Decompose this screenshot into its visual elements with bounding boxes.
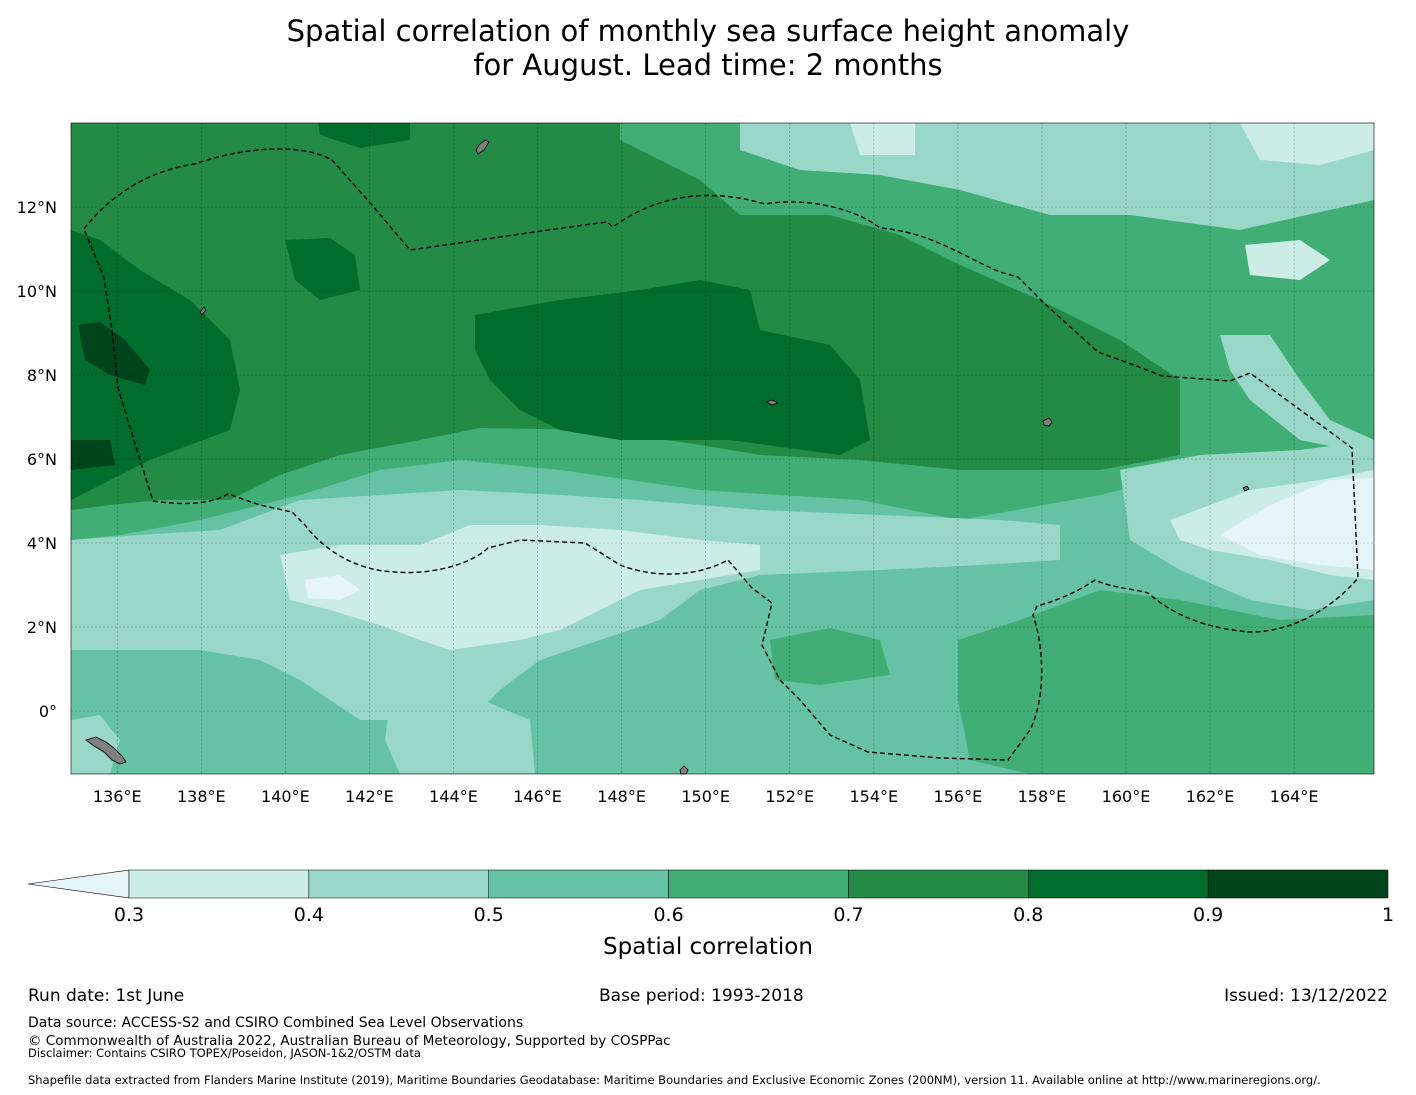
lat-tick-label: 2°N (27, 618, 57, 637)
colorbar-tick-label: 0.6 (653, 904, 683, 926)
title-line-2: for August. Lead time: 2 months (473, 48, 943, 82)
disclaimer: Disclaimer: Contains CSIRO TOPEX/Poseido… (28, 1046, 421, 1060)
contour-band-0.6c (770, 628, 890, 685)
lon-tick-label: 150°E (681, 787, 730, 806)
data-source: Data source: ACCESS-S2 and CSIRO Combine… (28, 1015, 524, 1031)
land-pohnpei (1042, 417, 1053, 427)
correlation-map: 136°E 138°E 140°E 142°E 144°E 146°E 148°E 150°E… (17, 122, 1394, 960)
colorbar-extend-triangle (27, 869, 130, 899)
colorbar-segment (668, 869, 849, 899)
lon-tick-label: 140°E (261, 787, 310, 806)
copyright: © Commonwealth of Australia 2022, Austra… (28, 1033, 671, 1049)
contour-band-0.3e (1245, 240, 1330, 280)
contour-band-0.4-ne (1220, 335, 1374, 455)
contour-band-0.3a (280, 525, 760, 650)
colorbar: 0.3 0.4 0.5 0.6 0.7 0.8 0.9 1 (27, 869, 1394, 926)
land-masses (85, 139, 1250, 775)
contour-band-below-0.3b (305, 575, 360, 600)
lat-tick-label: 10°N (17, 282, 57, 301)
colorbar-segment (848, 869, 1029, 899)
run-date: Run date: 1st June (28, 986, 185, 1006)
colorbar-tick-label: 0.8 (1013, 904, 1043, 926)
lon-tick-label: 138°E (177, 787, 226, 806)
land-png-small (679, 765, 689, 775)
colorbar-segment (488, 869, 669, 899)
contour-band-0.9 (78, 322, 150, 385)
lon-tick-label: 144°E (429, 787, 478, 806)
colorbar-tick-label: 0.4 (294, 904, 324, 926)
contour-band-0.8a (71, 230, 240, 500)
land-guam (475, 139, 490, 155)
colorbar-segment (1028, 869, 1209, 899)
colorbar-tick-label: 1 (1382, 904, 1394, 926)
lon-tick-label: 152°E (765, 787, 814, 806)
land-png-north (85, 736, 127, 765)
gridlines (71, 123, 1374, 774)
lon-tick-label: 162°E (1186, 787, 1235, 806)
lon-tick-label: 146°E (513, 787, 562, 806)
lon-tick-label: 142°E (345, 787, 394, 806)
correlation-field (71, 123, 1374, 774)
lon-tick-label: 156°E (934, 787, 983, 806)
colorbar-tick-label: 0.5 (474, 904, 504, 926)
eez-boundary-fsm (83, 148, 1359, 761)
colorbar-segment (308, 869, 489, 899)
lon-tick-label: 158°E (1018, 787, 1067, 806)
lat-tick-label: 8°N (27, 366, 57, 385)
contour-band-0.3c (1240, 123, 1374, 165)
lat-tick-label: 12°N (17, 198, 57, 217)
contour-band-0.8d (318, 123, 410, 148)
lon-tick-label: 154°E (849, 787, 898, 806)
contour-band-0.3d (850, 123, 915, 155)
lon-tick-label: 160°E (1102, 787, 1151, 806)
contour-band-0.8b (475, 280, 870, 455)
contour-band-0.8c (285, 238, 360, 300)
contour-band-0.9b (71, 440, 115, 470)
issued-date: Issued: 13/12/2022 (1224, 986, 1388, 1006)
colorbar-tick-label: 0.3 (114, 904, 144, 926)
contour-band-0.6b (958, 590, 1374, 774)
lon-tick-label: 148°E (597, 787, 646, 806)
latitude-tick-labels: 12°N 10°N 8°N 6°N 4°N 2°N 0° (17, 198, 57, 721)
colorbar-tick-label: 0.7 (833, 904, 863, 926)
map-frame (70, 122, 1375, 775)
colorbar-segment (128, 869, 310, 899)
land-palau (199, 306, 207, 316)
contour-band-below-0.3a (1220, 478, 1374, 570)
base-period: Base period: 1993-2018 (599, 986, 804, 1006)
colorbar-segment (1207, 869, 1389, 899)
land-chuuk (764, 399, 780, 406)
eez-boundaries (83, 148, 1359, 761)
contour-band-0.4-mid (385, 695, 535, 774)
colorbar-tick-label: 0.9 (1193, 904, 1223, 926)
longitude-tick-labels: 136°E 138°E 140°E 142°E 144°E 146°E 148°E 150°E… (93, 787, 1319, 806)
shapefile-credit: Shapefile data extracted from Flanders M… (28, 1073, 1321, 1087)
lat-tick-label: 6°N (27, 450, 57, 469)
lat-tick-label: 0° (39, 702, 57, 721)
lon-tick-label: 164°E (1270, 787, 1319, 806)
land-kosrae (1242, 485, 1250, 492)
page-title: Spatial correlation of monthly sea surfa… (0, 14, 1416, 82)
colorbar-title: Spatial correlation (603, 934, 813, 960)
title-line-1: Spatial correlation of monthly sea surfa… (286, 14, 1130, 48)
lon-tick-label: 136°E (93, 787, 142, 806)
lat-tick-label: 4°N (27, 534, 57, 553)
